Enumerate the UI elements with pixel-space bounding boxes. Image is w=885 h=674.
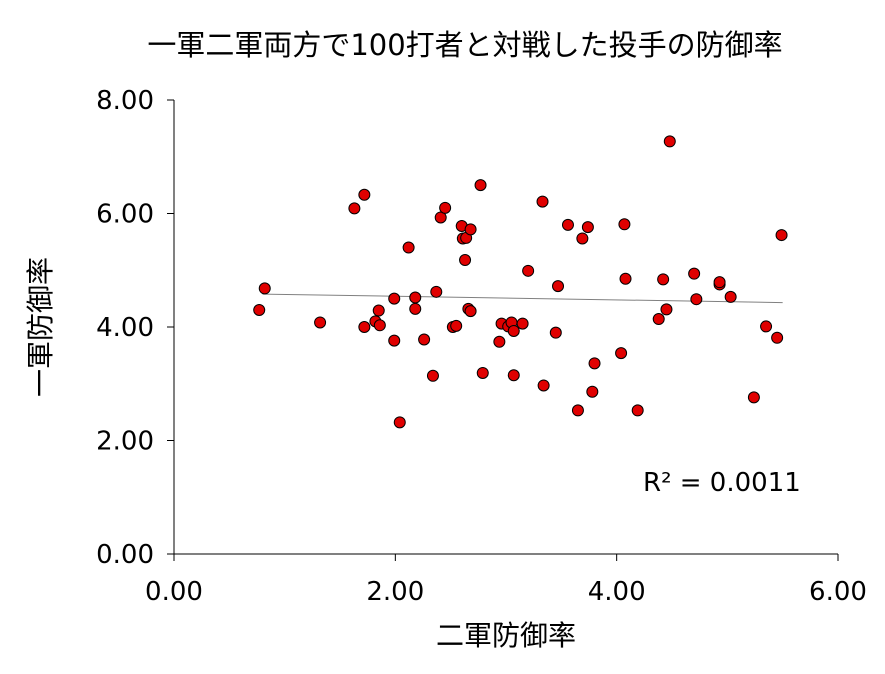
data-point	[713, 276, 726, 289]
data-point	[476, 366, 489, 379]
data-point	[576, 232, 589, 245]
data-point	[588, 357, 601, 370]
data-point	[393, 416, 406, 429]
data-point	[688, 267, 701, 280]
data-point	[402, 241, 415, 254]
x-tick-label: 4.00	[588, 577, 646, 607]
data-points	[253, 135, 788, 429]
data-point	[358, 321, 371, 333]
x-tick-label: 2.00	[366, 577, 424, 607]
data-point	[426, 369, 439, 382]
data-point	[373, 319, 386, 332]
x-axis-label: 二軍防御率	[436, 619, 576, 652]
data-point	[657, 273, 670, 286]
data-point	[434, 211, 447, 224]
trendline	[262, 293, 783, 304]
data-point	[450, 319, 463, 332]
y-tick-label: 0.00	[96, 540, 154, 570]
data-point	[760, 320, 773, 333]
y-tick-label: 6.00	[96, 200, 154, 230]
data-point	[581, 221, 594, 234]
data-point	[619, 272, 632, 285]
data-point	[660, 303, 673, 316]
data-point	[388, 334, 401, 347]
data-point	[549, 326, 562, 339]
data-point	[372, 304, 385, 317]
data-point	[516, 317, 529, 330]
data-point	[409, 302, 422, 315]
data-point	[537, 379, 550, 392]
x-tick-label: 6.00	[809, 577, 867, 607]
data-point	[507, 369, 520, 382]
y-axis-label: 一軍防御率	[24, 257, 57, 397]
data-point	[571, 404, 584, 417]
data-point	[561, 218, 574, 231]
data-point	[615, 347, 628, 360]
data-point	[464, 223, 477, 236]
data-point	[507, 324, 520, 337]
data-point	[358, 188, 371, 201]
data-point	[775, 229, 788, 242]
y-axis-ticks: 0.00 2.00 4.00 6.00 8.00	[96, 86, 174, 570]
data-point	[552, 280, 565, 293]
chart-title: 一軍二軍両方で100打者と対戦した投手の防御率	[147, 28, 782, 62]
x-axis-ticks: 0.00 2.00 4.00 6.00	[145, 554, 867, 607]
data-point	[618, 218, 631, 231]
data-point	[409, 291, 422, 304]
data-point	[258, 282, 271, 295]
data-point	[348, 202, 361, 215]
data-point	[439, 201, 452, 214]
data-point	[586, 385, 599, 398]
data-point	[314, 316, 327, 329]
data-point	[747, 391, 760, 404]
data-point	[253, 303, 266, 316]
x-tick-label: 0.00	[145, 577, 203, 607]
data-point	[493, 335, 506, 348]
data-point	[652, 313, 665, 326]
y-tick-label: 4.00	[96, 313, 154, 343]
r-squared-label: R² = 0.0011	[643, 468, 801, 498]
data-point	[418, 333, 431, 346]
data-point	[724, 290, 737, 303]
data-point	[663, 135, 676, 148]
y-tick-label: 2.00	[96, 427, 154, 457]
data-point	[474, 179, 487, 192]
data-point	[771, 331, 784, 344]
data-point	[464, 305, 477, 318]
data-point	[690, 293, 703, 306]
data-point	[536, 195, 549, 208]
data-point	[459, 254, 472, 267]
data-point	[631, 404, 644, 417]
data-point	[522, 264, 535, 277]
data-point	[430, 285, 443, 298]
data-point	[388, 292, 401, 305]
y-tick-label: 8.00	[96, 86, 154, 116]
